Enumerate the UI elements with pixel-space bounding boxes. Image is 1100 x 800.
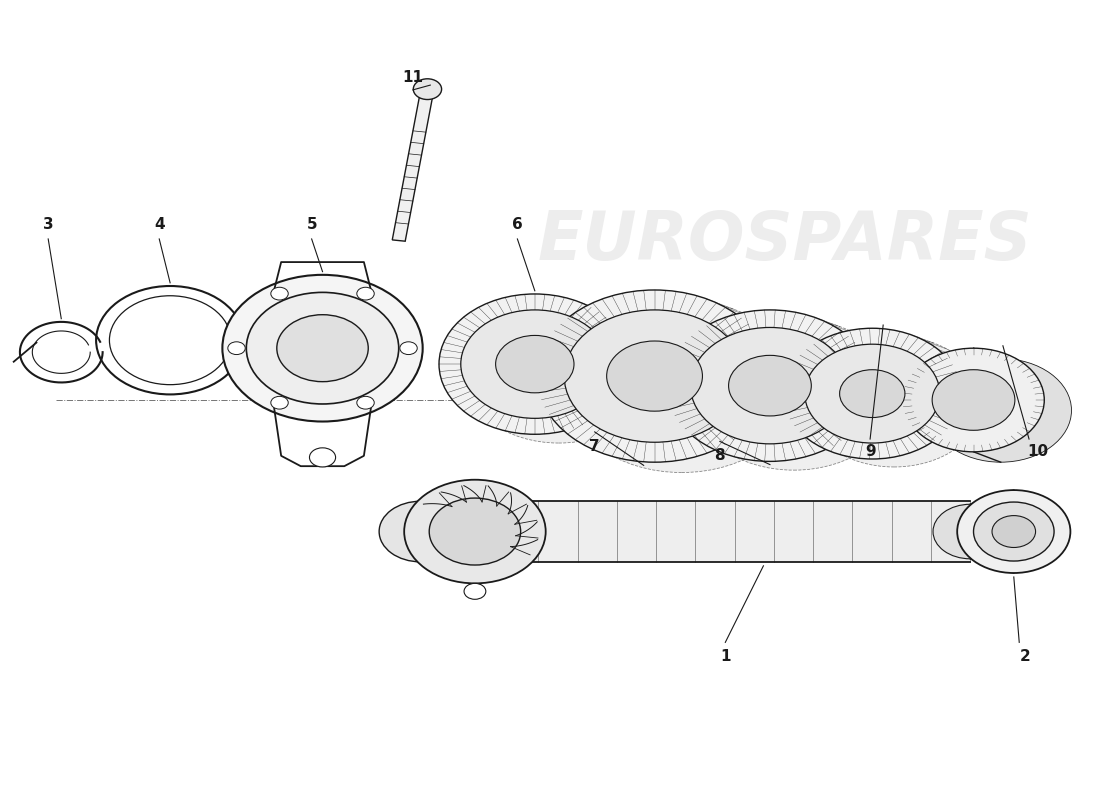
Circle shape xyxy=(537,290,772,462)
Text: 5: 5 xyxy=(306,217,317,232)
Circle shape xyxy=(974,502,1054,561)
Text: 3: 3 xyxy=(43,217,54,232)
Circle shape xyxy=(404,480,546,583)
Circle shape xyxy=(607,341,703,411)
Circle shape xyxy=(379,502,462,562)
Circle shape xyxy=(667,310,873,462)
Ellipse shape xyxy=(463,302,654,443)
Circle shape xyxy=(805,344,939,443)
Circle shape xyxy=(461,310,608,418)
Circle shape xyxy=(464,583,486,599)
Circle shape xyxy=(933,504,1008,559)
Text: 6: 6 xyxy=(512,217,522,232)
Circle shape xyxy=(356,287,374,300)
Circle shape xyxy=(992,515,1035,547)
Polygon shape xyxy=(393,96,432,242)
Ellipse shape xyxy=(691,318,898,470)
Text: 7: 7 xyxy=(590,438,600,454)
Ellipse shape xyxy=(805,336,983,467)
Circle shape xyxy=(839,370,905,418)
Circle shape xyxy=(277,314,368,382)
Circle shape xyxy=(429,498,520,565)
Text: 9: 9 xyxy=(865,444,876,459)
Circle shape xyxy=(271,396,288,409)
Text: 1: 1 xyxy=(720,650,730,664)
Text: EUROSPARES: EUROSPARES xyxy=(538,207,1033,274)
Ellipse shape xyxy=(564,300,800,473)
Text: 2: 2 xyxy=(1020,650,1030,664)
Circle shape xyxy=(903,348,1044,452)
Text: 4: 4 xyxy=(154,217,165,232)
Text: 10: 10 xyxy=(1027,444,1048,459)
Circle shape xyxy=(309,448,336,467)
Text: 8: 8 xyxy=(715,448,725,463)
Circle shape xyxy=(564,310,745,442)
Text: a passion for parts since 1984: a passion for parts since 1984 xyxy=(512,330,798,438)
Circle shape xyxy=(957,490,1070,573)
Circle shape xyxy=(691,327,849,444)
Circle shape xyxy=(356,396,374,409)
Circle shape xyxy=(399,342,417,354)
Bar xyxy=(420,502,970,562)
Circle shape xyxy=(222,275,422,422)
Circle shape xyxy=(414,78,441,99)
Circle shape xyxy=(271,287,288,300)
Circle shape xyxy=(496,335,574,393)
Circle shape xyxy=(783,328,961,459)
Circle shape xyxy=(728,355,812,416)
Circle shape xyxy=(439,294,630,434)
Circle shape xyxy=(246,292,398,404)
Circle shape xyxy=(932,370,1015,430)
Text: 11: 11 xyxy=(403,70,424,85)
Circle shape xyxy=(930,358,1071,462)
Circle shape xyxy=(228,342,245,354)
